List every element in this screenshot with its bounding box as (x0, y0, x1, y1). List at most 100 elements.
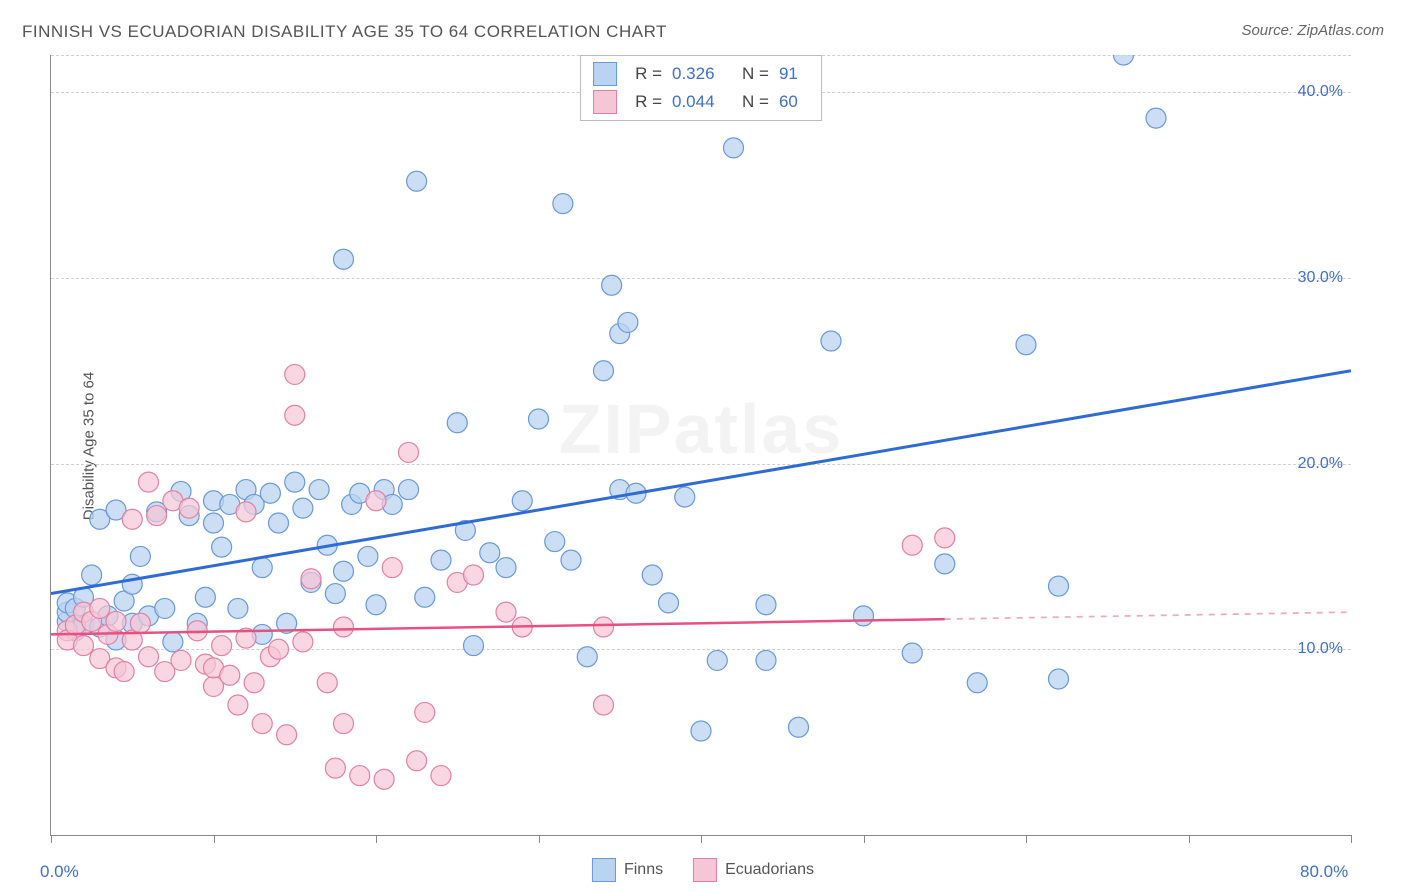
stat-n-value: 91 (779, 64, 809, 84)
scatter-point (756, 595, 776, 615)
scatter-point (293, 498, 313, 518)
stat-n-label: N = (742, 92, 769, 112)
scatter-point (431, 766, 451, 786)
scatter-point (561, 550, 581, 570)
scatter-point (277, 725, 297, 745)
scatter-point (114, 662, 134, 682)
trend-line (51, 619, 945, 634)
x-tick (1189, 835, 1190, 843)
scatter-point (252, 558, 272, 578)
chart-title: FINNISH VS ECUADORIAN DISABILITY AGE 35 … (22, 22, 667, 42)
scatter-point (293, 632, 313, 652)
scatter-point (106, 611, 126, 631)
x-tick (539, 835, 540, 843)
scatter-point (529, 409, 549, 429)
scatter-point (163, 632, 183, 652)
trend-line-extrapolated (945, 612, 1351, 619)
scatter-point (431, 550, 451, 570)
x-tick (376, 835, 377, 843)
scatter-point (325, 584, 345, 604)
scatter-point (399, 442, 419, 462)
scatter-point (675, 487, 695, 507)
scatter-point (902, 643, 922, 663)
legend-swatch (592, 858, 616, 882)
scatter-point (301, 569, 321, 589)
scatter-point (350, 766, 370, 786)
scatter-point (285, 472, 305, 492)
scatter-point (464, 565, 484, 585)
scatter-point (366, 595, 386, 615)
scatter-point (1146, 108, 1166, 128)
scatter-point (399, 480, 419, 500)
scatter-point (228, 695, 248, 715)
scatter-point (285, 364, 305, 384)
scatter-point (236, 502, 256, 522)
scatter-point (724, 138, 744, 158)
scatter-point (707, 650, 727, 670)
x-tick (701, 835, 702, 843)
scatter-point (252, 714, 272, 734)
scatter-point (74, 636, 94, 656)
scatter-point (366, 491, 386, 511)
scatter-point (220, 665, 240, 685)
source-label: Source: ZipAtlas.com (1241, 22, 1384, 39)
scatter-point (1016, 335, 1036, 355)
scatter-svg (51, 55, 1351, 835)
scatter-point (407, 171, 427, 191)
scatter-point (228, 598, 248, 618)
legend-label: Ecuadorians (725, 861, 814, 878)
scatter-point (935, 528, 955, 548)
scatter-point (691, 721, 711, 741)
legend-swatch (693, 858, 717, 882)
scatter-point (496, 602, 516, 622)
stat-r-value: 0.044 (672, 92, 732, 112)
scatter-point (334, 249, 354, 269)
scatter-point (122, 509, 142, 529)
scatter-point (789, 717, 809, 737)
scatter-point (82, 565, 102, 585)
scatter-point (1049, 576, 1069, 596)
scatter-point (285, 405, 305, 425)
scatter-point (179, 498, 199, 518)
scatter-point (577, 647, 597, 667)
scatter-point (147, 506, 167, 526)
scatter-point (512, 491, 532, 511)
scatter-point (334, 561, 354, 581)
x-tick (1026, 835, 1027, 843)
scatter-point (171, 650, 191, 670)
x-label-max: 80.0% (1300, 862, 1348, 882)
scatter-point (309, 480, 329, 500)
x-tick (214, 835, 215, 843)
scatter-point (130, 613, 150, 633)
scatter-point (967, 673, 987, 693)
legend-label: Finns (624, 861, 663, 878)
scatter-point (415, 702, 435, 722)
scatter-point (260, 483, 280, 503)
stat-r-value: 0.326 (672, 64, 732, 84)
scatter-point (594, 695, 614, 715)
scatter-point (415, 587, 435, 607)
stat-n-label: N = (742, 64, 769, 84)
scatter-point (464, 636, 484, 656)
scatter-point (139, 472, 159, 492)
x-tick (1351, 835, 1352, 843)
scatter-point (1049, 669, 1069, 689)
scatter-point (269, 639, 289, 659)
scatter-point (496, 558, 516, 578)
scatter-point (756, 650, 776, 670)
legend-swatch (593, 62, 617, 86)
legend-swatch (593, 90, 617, 114)
scatter-point (204, 513, 224, 533)
scatter-point (602, 275, 622, 295)
scatter-point (854, 606, 874, 626)
stat-r-label: R = (635, 64, 662, 84)
stats-row: R = 0.044 N = 60 (593, 88, 809, 116)
stat-n-value: 60 (779, 92, 809, 112)
stats-row: R = 0.326 N = 91 (593, 60, 809, 88)
scatter-point (212, 636, 232, 656)
scatter-point (594, 361, 614, 381)
x-tick (51, 835, 52, 843)
stat-r-label: R = (635, 92, 662, 112)
stats-legend: R = 0.326 N = 91 R = 0.044 N = 60 (580, 55, 822, 121)
scatter-point (358, 546, 378, 566)
